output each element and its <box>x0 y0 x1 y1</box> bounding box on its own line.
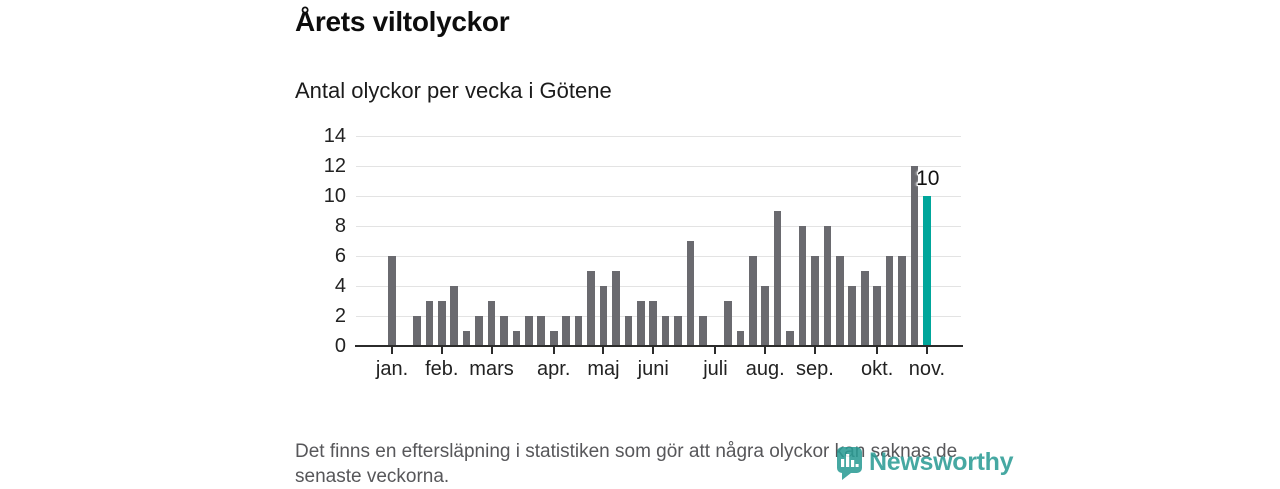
bar-week-14 <box>549 331 558 346</box>
x-axis-tick-aug <box>764 347 767 354</box>
x-axis-label-juli: juli <box>703 358 728 380</box>
bar-week-31 <box>761 286 769 346</box>
y-axis-tick-label: 8 <box>334 215 346 237</box>
bar-week-38 <box>848 286 857 346</box>
bar-week-9 <box>487 301 496 346</box>
bar-week-4 <box>425 301 434 346</box>
y-axis-tick-label: 4 <box>334 275 346 297</box>
bar-week-6 <box>450 286 458 346</box>
bar-week-21 <box>637 301 645 346</box>
x-axis-label-aug: aug. <box>745 358 785 380</box>
newsworthy-logo[interactable]: Newsworthy <box>836 447 1014 480</box>
bar-week-25 <box>686 241 695 346</box>
bar-week-28 <box>724 301 732 346</box>
x-axis-label-juni: juni <box>637 358 669 380</box>
bar-week-13 <box>537 316 546 346</box>
x-axis-label-feb: feb. <box>425 358 459 380</box>
x-axis-tick-nov <box>925 347 928 354</box>
bar-week-44 <box>923 196 931 346</box>
bar-week-12 <box>525 316 533 346</box>
footer-note-line1: Det finns en eftersläpning i statistiken… <box>295 441 958 462</box>
y-axis-tick-label: 10 <box>323 185 346 207</box>
bar-week-11 <box>512 331 521 346</box>
bar-week-34 <box>798 226 807 346</box>
bar-week-10 <box>500 316 508 346</box>
bar-week-15 <box>562 316 570 346</box>
x-axis-label-sep: sep. <box>796 358 834 380</box>
bar-week-29 <box>736 331 745 346</box>
x-axis-label-jan: jan. <box>375 358 409 380</box>
bar-week-23 <box>661 316 670 346</box>
bar-week-8 <box>475 316 483 346</box>
bar-week-35 <box>811 256 819 346</box>
newsworthy-logo-text: Newsworthy <box>869 448 1014 476</box>
bar-week-26 <box>699 316 707 346</box>
bar-week-16 <box>574 316 583 346</box>
bar-week-24 <box>674 316 682 346</box>
footer-note-line2: senaste veckorna. <box>295 466 450 487</box>
gridline-y2 <box>356 316 961 317</box>
x-axis-tick-feb <box>440 347 443 354</box>
chart-subtitle: Antal olyckor per vecka i Götene <box>295 78 612 103</box>
x-axis-label-apr: apr. <box>537 358 571 380</box>
y-axis-tick-label: 0 <box>334 335 346 357</box>
bar-week-7 <box>462 331 471 346</box>
y-axis-tick-label: 14 <box>323 125 346 147</box>
x-axis-tick-maj <box>602 347 605 354</box>
bar-week-30 <box>748 256 757 346</box>
bar-week-22 <box>649 301 658 346</box>
x-axis-tick-jan <box>391 347 393 354</box>
bar-week-3 <box>413 316 421 346</box>
x-axis-label-maj: maj <box>587 358 620 380</box>
bar-week-17 <box>587 271 595 346</box>
x-axis-tick-mars <box>490 347 493 354</box>
bar-week-40 <box>873 286 881 346</box>
x-axis-tick-juni <box>652 347 655 354</box>
bar-week-33 <box>786 331 794 346</box>
newsworthy-logo-icon <box>837 447 862 480</box>
bar-week-32 <box>773 211 782 346</box>
bar-week-1 <box>388 256 396 346</box>
bar-week-36 <box>823 226 832 346</box>
gridline-y4 <box>356 286 961 287</box>
x-axis-tick-juli <box>714 347 717 354</box>
bar-week-19 <box>612 271 620 346</box>
bar-week-43 <box>910 166 919 346</box>
bar-week-41 <box>885 256 894 346</box>
x-axis-label-mars: mars <box>469 358 514 380</box>
gridline-y12 <box>356 166 961 167</box>
y-axis-tick-label: 6 <box>334 245 346 267</box>
last-value-label: 10 <box>916 167 940 190</box>
x-axis-tick-apr <box>552 347 555 354</box>
x-axis-label-nov: nov. <box>908 358 946 380</box>
bar-week-42 <box>898 256 906 346</box>
x-axis-label-okt: okt. <box>861 358 894 380</box>
gridline-y8 <box>356 226 961 227</box>
bar-week-37 <box>836 256 844 346</box>
x-axis-line <box>355 345 963 347</box>
y-axis-tick-label: 12 <box>323 155 346 177</box>
y-axis-tick-label: 2 <box>334 305 346 327</box>
x-axis-tick-sep <box>813 347 816 354</box>
x-axis-tick-okt <box>876 347 879 354</box>
gridline-y6 <box>356 256 961 257</box>
page-title: Årets viltolyckor <box>295 6 510 37</box>
bar-week-20 <box>624 316 633 346</box>
bar-week-39 <box>860 271 869 346</box>
gridline-y14 <box>356 136 961 137</box>
bar-week-5 <box>437 301 446 346</box>
bar-week-18 <box>599 286 608 346</box>
gridline-y10 <box>356 196 961 197</box>
